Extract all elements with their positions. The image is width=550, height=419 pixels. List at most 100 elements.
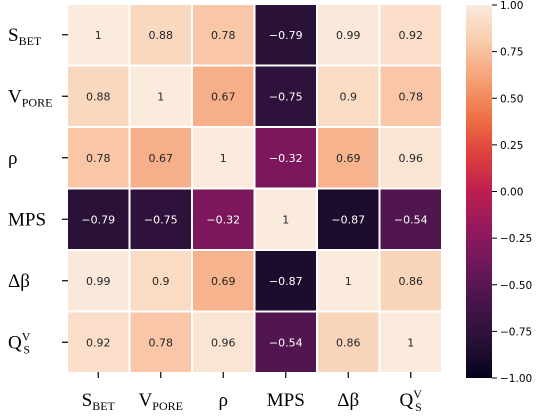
heatmap-cell-r4-c1 — [130, 251, 191, 311]
x-tick-label-2: ρ — [219, 390, 228, 411]
y-tick-label-5: QV S — [8, 329, 31, 356]
heatmap-cell-r1-c5 — [380, 66, 441, 126]
cell-value-label-r3-c3: 1 — [282, 213, 289, 226]
heatmap-cell-r0-c4 — [318, 5, 379, 65]
colorbar-tick-label-0: 1.00 — [500, 0, 523, 12]
cell-value-label-r1-c0: 0.88 — [86, 90, 111, 103]
x-tick-label-4: Δβ — [337, 390, 359, 411]
cell-value-label-r5-c5: 1 — [407, 336, 414, 349]
cell-value-label-r3-c0: −0.79 — [81, 213, 115, 226]
heatmap-cell-r5-c4 — [318, 312, 379, 372]
y-tick-label-2: ρ — [8, 148, 17, 169]
cell-value-label-r2-c3: −0.32 — [269, 152, 303, 165]
heatmap-cell-r4-c0 — [68, 251, 129, 311]
colorbar-tick-label-7: −0.75 — [500, 326, 532, 338]
colorbar: 1.00 0.75 0.50 0.25 0.00 −0.25 −0.50 −0.75 −1.00 — [466, 0, 532, 385]
heatmap-cell-r3-c5 — [380, 189, 441, 249]
heatmap-cell-r5-c5 — [380, 312, 441, 372]
heatmap-cell-r5-c0 — [68, 312, 129, 372]
heatmap-cell-r3-c0 — [68, 189, 129, 249]
heatmap-cell-r0-c0 — [68, 5, 129, 65]
x-tick-label-1: VPORE — [139, 390, 183, 413]
heatmap-cell-r1-c4 — [318, 66, 379, 126]
heatmap-cell-r5-c2 — [193, 312, 254, 372]
cell-value-label-r4-c0: 0.99 — [86, 275, 111, 288]
cell-value-label-r2-c1: 0.67 — [149, 152, 174, 165]
cell-value-label-r1-c5: 0.78 — [399, 90, 424, 103]
colorbar-tick-label-8: −1.00 — [500, 373, 532, 385]
cell-value-label-r1-c1: 1 — [157, 90, 164, 103]
cell-value-label-r4-c1: 0.9 — [152, 275, 170, 288]
colorbar-tick-label-6: −0.50 — [500, 280, 532, 292]
heatmap-cell-r4-c2 — [193, 251, 254, 311]
cell-value-label-r3-c4: −0.87 — [331, 213, 365, 226]
cell-value-label-r0-c0: 1 — [95, 29, 102, 42]
colorbar-tick-label-5: −0.25 — [500, 233, 532, 245]
x-tick-label-3: MPS — [267, 390, 305, 411]
cell-value-label-r0-c1: 0.88 — [149, 29, 174, 42]
heatmap-cell-r3-c4 — [318, 189, 379, 249]
heatmap-cell-r4-c5 — [380, 251, 441, 311]
heatmap-cell-r3-c2 — [193, 189, 254, 249]
cell-value-label-r5-c1: 0.78 — [149, 336, 174, 349]
cell-value-label-r4-c3: −0.87 — [269, 275, 303, 288]
cell-value-label-r3-c1: −0.75 — [144, 213, 178, 226]
colorbar-tick-label-2: 0.50 — [500, 93, 523, 105]
heatmap-cell-r3-c1 — [130, 189, 191, 249]
cell-value-label-r2-c0: 0.78 — [86, 152, 111, 165]
colorbar-tick-label-3: 0.25 — [500, 140, 523, 152]
cell-value-label-r1-c3: −0.75 — [269, 90, 303, 103]
cell-value-label-r4-c2: 0.69 — [211, 275, 236, 288]
heatmap-cell-r0-c3 — [255, 5, 316, 65]
x-axis: SBET VPORE ρ MPS Δβ QV S — [82, 372, 423, 414]
heatmap-cell-r1-c3 — [255, 66, 316, 126]
heatmap-cell-r2-c5 — [380, 128, 441, 188]
heatmap-cell-r0-c5 — [380, 5, 441, 65]
heatmap-cell-r2-c3 — [255, 128, 316, 188]
y-tick-label-3: MPS — [8, 209, 46, 230]
heatmap-cell-r2-c2 — [193, 128, 254, 188]
cell-value-label-r4-c4: 1 — [345, 275, 352, 288]
y-tick-label-0: SBET — [8, 25, 42, 48]
heatmap-cell-r0-c1 — [130, 5, 191, 65]
colorbar-tick-label-1: 0.75 — [500, 47, 523, 59]
heatmap-cells — [68, 5, 441, 372]
cell-value-label-r0-c5: 0.92 — [399, 29, 424, 42]
cell-value-label-r5-c3: −0.54 — [269, 336, 303, 349]
cell-value-label-r4-c5: 0.86 — [399, 275, 424, 288]
cell-value-label-r2-c2: 1 — [220, 152, 227, 165]
y-tick-label-4: Δβ — [8, 271, 30, 292]
cell-value-label-r0-c3: −0.79 — [269, 29, 303, 42]
y-axis: SBET VPORE ρ MPS Δβ QV S — [8, 25, 68, 356]
heatmap-cell-r3-c3 — [255, 189, 316, 249]
cell-value-label-r0-c4: 0.99 — [336, 29, 361, 42]
x-tick-label-5: QV S — [400, 387, 423, 414]
x-tick-label-0: SBET — [82, 390, 116, 413]
heatmap-cell-r4-c4 — [318, 251, 379, 311]
heatmap-cell-r1-c2 — [193, 66, 254, 126]
cell-value-label-r1-c2: 0.67 — [211, 90, 236, 103]
cell-value-label-r2-c4: 0.69 — [336, 152, 361, 165]
heatmap-cell-r2-c4 — [318, 128, 379, 188]
y-tick-label-1: VPORE — [8, 86, 52, 109]
cell-value-label-r5-c4: 0.86 — [336, 336, 361, 349]
colorbar-tick-label-4: 0.00 — [500, 187, 523, 199]
heatmap-cell-r5-c3 — [255, 312, 316, 372]
heatmap-cell-labels: 1 0.88 0.78 −0.79 0.99 0.92 0.88 1 0.67 −0.75 0.9 0… — [81, 29, 427, 350]
cell-value-label-r1-c4: 0.9 — [340, 90, 358, 103]
cell-value-label-r3-c2: −0.32 — [206, 213, 240, 226]
cell-value-label-r3-c5: −0.54 — [394, 213, 428, 226]
heatmap-cell-r4-c3 — [255, 251, 316, 311]
cell-value-label-r2-c5: 0.96 — [399, 152, 424, 165]
cell-value-label-r0-c2: 0.78 — [211, 29, 236, 42]
cell-value-label-r5-c0: 0.92 — [86, 336, 111, 349]
heatmap-cell-r1-c1 — [130, 66, 191, 126]
colorbar-gradient — [466, 5, 492, 378]
heatmap-cell-r0-c2 — [193, 5, 254, 65]
heatmap-cell-r2-c1 — [130, 128, 191, 188]
heatmap-cell-r1-c0 — [68, 66, 129, 126]
heatmap-cell-r5-c1 — [130, 312, 191, 372]
cell-value-label-r5-c2: 0.96 — [211, 336, 236, 349]
heatmap-cell-r2-c0 — [68, 128, 129, 188]
